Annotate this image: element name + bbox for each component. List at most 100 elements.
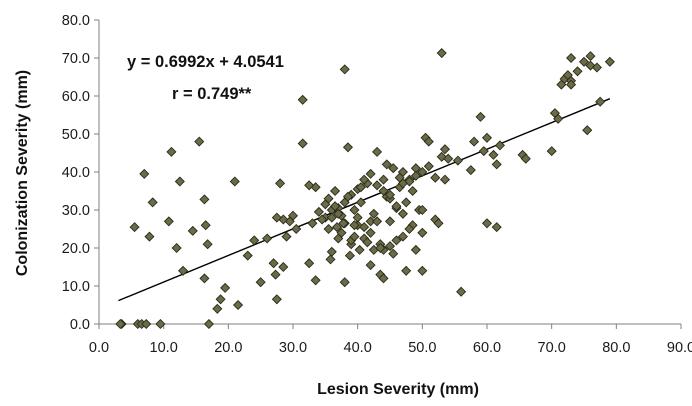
- data-point: [271, 294, 282, 305]
- data-point: [270, 269, 281, 280]
- data-point: [388, 248, 399, 259]
- data-point: [436, 48, 447, 59]
- x-tick-label: 20.0: [214, 340, 242, 356]
- y-tick-label: 20.0: [62, 241, 90, 257]
- data-point: [281, 231, 292, 242]
- data-point: [287, 210, 299, 221]
- data-point: [271, 212, 282, 223]
- data-point: [404, 223, 415, 235]
- data-point: [304, 258, 315, 269]
- data-point: [355, 182, 366, 193]
- y-tick-label: 60.0: [62, 89, 90, 105]
- data-point: [187, 225, 198, 236]
- data-point: [310, 275, 321, 286]
- data-point: [291, 223, 302, 235]
- data-point: [178, 265, 189, 276]
- y-axis-title: Colonization Severity (mm): [14, 70, 31, 276]
- data-point: [349, 204, 360, 216]
- data-point: [329, 201, 341, 212]
- data-point: [491, 222, 502, 233]
- data-point: [215, 294, 226, 305]
- data-point: [275, 178, 286, 189]
- data-point: [317, 214, 328, 225]
- data-point: [144, 231, 155, 242]
- data-point: [491, 159, 502, 170]
- data-point: [410, 170, 421, 181]
- data-point: [249, 235, 260, 246]
- data-point: [278, 261, 289, 273]
- data-point: [372, 180, 383, 191]
- data-point: [388, 163, 399, 174]
- data-point: [375, 242, 386, 254]
- data-point: [320, 199, 331, 210]
- data-point: [329, 185, 341, 197]
- y-tick-label: 0.0: [70, 317, 90, 333]
- data-point: [430, 172, 441, 183]
- data-point: [336, 227, 347, 238]
- data-point: [372, 146, 383, 157]
- data-point: [417, 204, 428, 216]
- data-point: [401, 197, 412, 208]
- data-point: [566, 52, 577, 64]
- data-point: [354, 244, 365, 255]
- data-point: [155, 318, 166, 330]
- data-point: [478, 146, 489, 157]
- data-point: [297, 138, 308, 149]
- data-point: [397, 178, 408, 189]
- data-point: [242, 250, 253, 261]
- data-point: [582, 125, 593, 136]
- data-point: [378, 273, 389, 284]
- axes: [94, 19, 682, 329]
- data-point: [365, 227, 376, 238]
- data-point: [443, 153, 454, 164]
- data-point: [391, 235, 402, 246]
- data-point: [171, 242, 182, 254]
- data-point: [381, 159, 392, 170]
- data-point: [591, 62, 602, 73]
- correlation-coefficient: r = 0.749**: [172, 85, 252, 103]
- data-point: [139, 168, 150, 179]
- trendline: [118, 98, 611, 302]
- data-point: [401, 265, 412, 276]
- data-point: [262, 233, 273, 244]
- data-point: [331, 222, 343, 233]
- data-point: [378, 185, 389, 197]
- data-point: [469, 136, 480, 147]
- trendline-group: [118, 98, 611, 302]
- data-point: [475, 111, 486, 122]
- data-point: [147, 197, 158, 208]
- data-point: [203, 318, 214, 330]
- data-point: [232, 299, 244, 311]
- data-point: [229, 176, 240, 187]
- data-point: [595, 96, 606, 107]
- data-point: [465, 165, 476, 176]
- data-point: [342, 191, 354, 202]
- data-point: [352, 212, 363, 223]
- x-tick-label: 50.0: [408, 340, 436, 356]
- data-point: [339, 277, 350, 288]
- y-tick-label: 70.0: [62, 51, 90, 67]
- data-point: [349, 231, 360, 242]
- data-point: [572, 66, 583, 77]
- data-point: [355, 197, 366, 208]
- data-point: [481, 218, 493, 229]
- x-tick-label: 10.0: [150, 340, 178, 356]
- data-point: [456, 286, 467, 297]
- x-tick-label: 90.0: [667, 340, 692, 356]
- data-point: [397, 208, 408, 219]
- data-point: [433, 218, 444, 229]
- data-point: [368, 208, 379, 219]
- data-point: [359, 222, 370, 233]
- data-point: [407, 185, 418, 197]
- x-axis-title: Lesion Severity (mm): [317, 381, 479, 398]
- x-tick-label: 30.0: [279, 340, 307, 356]
- x-tick-label: 80.0: [602, 340, 630, 356]
- data-point: [365, 260, 376, 271]
- data-point: [268, 258, 279, 269]
- data-point: [417, 166, 428, 178]
- x-tick-label: 60.0: [473, 340, 501, 356]
- data-point: [129, 222, 140, 233]
- trendline-equation: y = 0.6992x + 4.0541: [127, 53, 284, 71]
- data-point: [397, 231, 408, 242]
